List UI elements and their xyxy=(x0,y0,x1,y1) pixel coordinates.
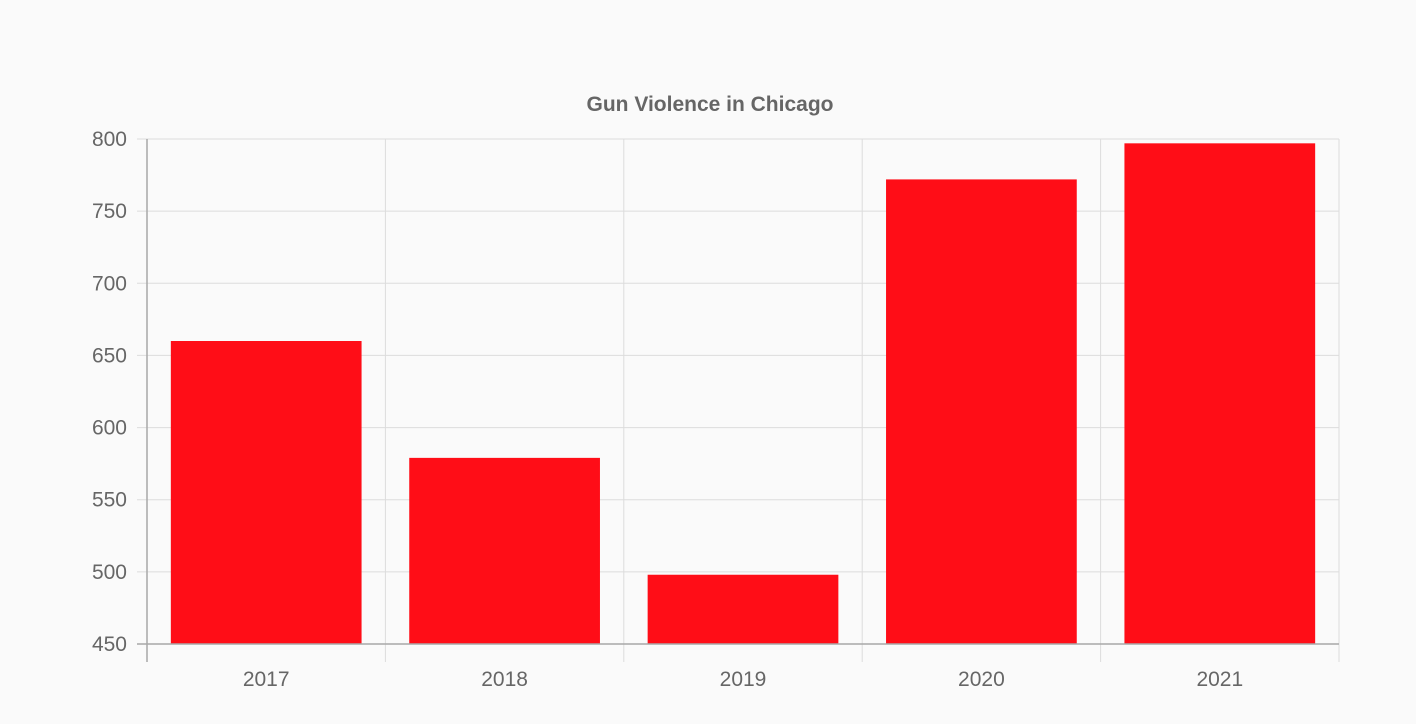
x-tick-label: 2021 xyxy=(1196,668,1243,691)
bars xyxy=(170,143,1316,645)
chart-title: Gun Violence in Chicago xyxy=(587,93,834,116)
y-tick-label: 800 xyxy=(92,128,127,151)
y-tick-label: 700 xyxy=(92,272,127,295)
x-tick-label: 2020 xyxy=(958,668,1005,691)
y-axis-tick-labels: 450 500 550 600 650 700 750 800 xyxy=(92,128,127,656)
bar-2017[interactable] xyxy=(170,341,362,644)
y-tick-label: 500 xyxy=(92,561,127,584)
y-tick-label: 550 xyxy=(92,489,127,512)
x-tick-label: 2019 xyxy=(720,668,767,691)
bar-2018[interactable] xyxy=(409,457,600,644)
x-tick-label: 2018 xyxy=(481,668,528,691)
bar-2020[interactable] xyxy=(886,179,1077,644)
y-tick-label: 450 xyxy=(92,633,127,656)
y-tick-label: 750 xyxy=(92,200,127,223)
axes xyxy=(137,139,1339,662)
bar-2019[interactable] xyxy=(647,574,839,644)
x-tick-label: 2017 xyxy=(243,668,290,691)
x-axis-tick-labels: 2017 2018 2019 2020 2021 xyxy=(243,668,1243,691)
bar-2021[interactable] xyxy=(1124,143,1316,645)
y-tick-label: 650 xyxy=(92,344,127,367)
y-tick-label: 600 xyxy=(92,417,127,440)
